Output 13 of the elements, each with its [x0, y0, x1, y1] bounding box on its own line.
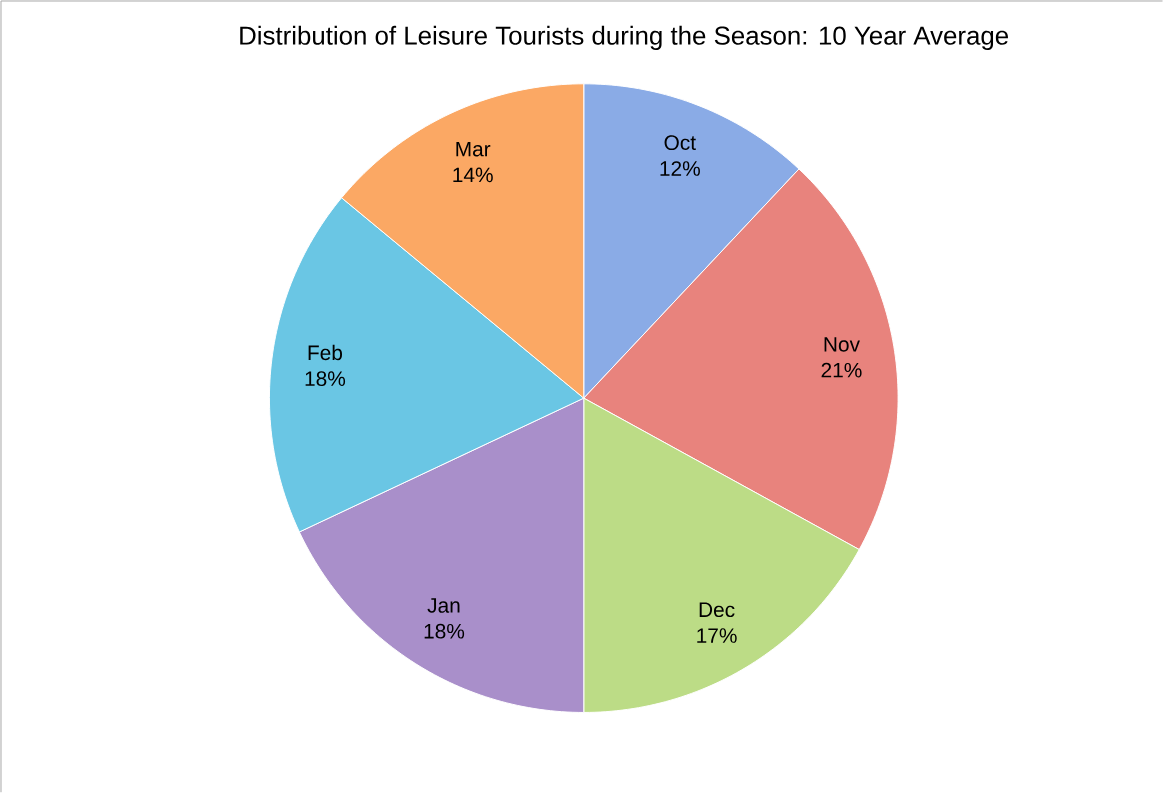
data-label: 17%	[697, 628, 737, 643]
slice-label: Dec	[699, 602, 735, 618]
slice-label: Oct	[664, 135, 696, 151]
data-label: 18%	[305, 371, 346, 387]
data-label: 14%	[453, 167, 493, 183]
slice-label: Mar	[456, 142, 491, 157]
slice-label: Jan	[427, 598, 460, 613]
chart-title: Distribution of Leisure Tourists during the Season: 10 Year Average	[240, 25, 1008, 51]
slice-label: Feb	[308, 344, 343, 361]
data-label: 12%	[660, 161, 700, 176]
slice-label: Nov	[824, 337, 860, 352]
data-label: 21%	[821, 362, 862, 378]
data-label: 18%	[424, 623, 465, 639]
